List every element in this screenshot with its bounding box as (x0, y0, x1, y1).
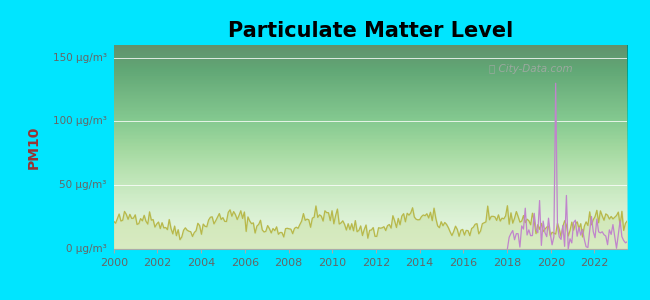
Text: 0 μg/m³: 0 μg/m³ (66, 244, 107, 254)
Text: PM10: PM10 (27, 125, 41, 169)
Text: 50 μg/m³: 50 μg/m³ (59, 180, 107, 190)
Text: ⓘ City-Data.com: ⓘ City-Data.com (489, 64, 572, 74)
Legend: Dorris, CA, US: Dorris, CA, US (291, 297, 450, 300)
Title: Particulate Matter Level: Particulate Matter Level (228, 21, 513, 41)
Text: 100 μg/m³: 100 μg/m³ (53, 116, 107, 127)
Text: 150 μg/m³: 150 μg/m³ (53, 53, 107, 63)
